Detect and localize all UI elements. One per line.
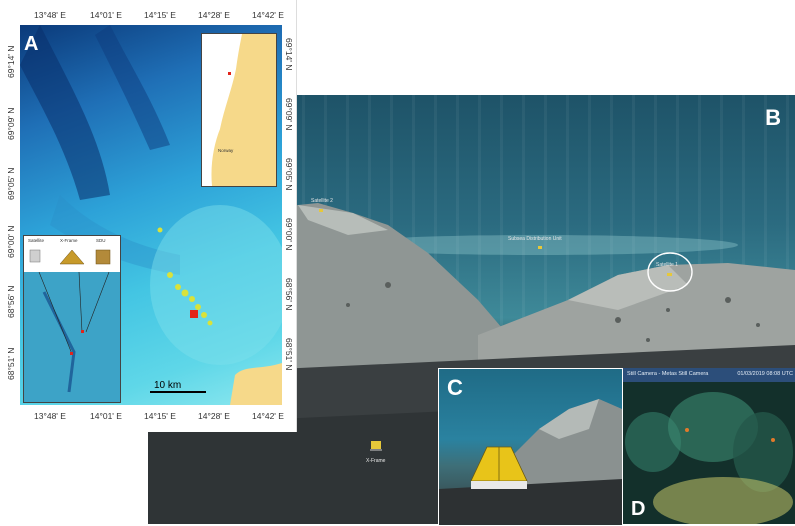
top-tick-5: 14°42' E — [252, 10, 284, 20]
scale-bar-label: 10 km — [154, 380, 182, 391]
right-tick-4: 69°00' N — [284, 218, 294, 251]
right-tick-6: 68°51' N — [284, 338, 294, 371]
top-tick-4: 14°28' E — [198, 10, 230, 20]
norway-landmass — [211, 34, 276, 186]
bathymetry-map: A Norway Satellite X-Frame SDU — [20, 25, 282, 405]
norway-inset-map: Norway — [201, 33, 277, 187]
panel-c-lander-render: C — [438, 368, 623, 526]
bottom-tick-3: 14°15' E — [144, 411, 176, 421]
label-x-frame: X-Frame — [366, 458, 386, 464]
bottom-tick-2: 14°01' E — [90, 411, 122, 421]
inset-bathymetry — [24, 272, 120, 402]
right-tick-5: 68°56' N — [284, 278, 294, 311]
right-tick-2: 69°09' N — [284, 98, 294, 131]
right-tick-3: 69°05' N — [284, 158, 294, 191]
camera-title: Still Camera - Metas Still Camera — [627, 371, 709, 377]
left-tick-4: 69°00' N — [6, 225, 16, 258]
bottom-tick-1: 13°48' E — [34, 411, 66, 421]
lander-icons-strip: Satellite X-Frame SDU — [24, 236, 120, 273]
label-satellite-1: Satellite 1 — [656, 262, 678, 268]
bathymetry-texture — [20, 25, 282, 405]
left-tick-3: 69°05' N — [6, 167, 16, 200]
lander-icons — [29, 249, 111, 265]
top-tick-3: 14°15' E — [144, 10, 176, 20]
scale-bar — [150, 391, 206, 393]
top-tick-2: 14°01' E — [90, 10, 122, 20]
left-tick-2: 69°09' N — [6, 107, 16, 140]
camera-titlebar: Still Camera - Metas Still Camera 01/03/… — [623, 368, 795, 382]
bottom-tick-5: 14°42' E — [252, 411, 284, 421]
lander-location-inset: Satellite X-Frame SDU — [23, 235, 121, 403]
camera-timestamp: 01/03/2019 08:08 UTC — [737, 371, 793, 377]
panel-a-bathymetry-map: 13°48' E 14°01' E 14°15' E 14°28' E 14°4… — [0, 0, 297, 432]
inset-label-sdu: SDU — [96, 238, 106, 243]
left-tick-1: 69°14' N — [6, 45, 16, 78]
panel-d-letter: D — [631, 498, 646, 520]
left-tick-5: 68°56' N — [6, 285, 16, 318]
panel-b-letter: B — [765, 105, 781, 130]
bottom-tick-4: 14°28' E — [198, 411, 230, 421]
label-satellite-2: Satellite 2 — [311, 198, 333, 204]
left-tick-6: 68°51' N — [6, 347, 16, 380]
coral-photo — [623, 382, 795, 524]
inset-label-satellite: Satellite — [28, 238, 45, 243]
panel-d-still-camera: Still Camera - Metas Still Camera 01/03/… — [623, 368, 795, 524]
lander-render-scene — [439, 399, 622, 525]
label-subsea-distribution-unit: Subsea Distribution Unit — [508, 236, 562, 242]
panel-a-letter: A — [24, 33, 39, 55]
panel-c-letter: C — [447, 375, 463, 400]
right-tick-1: 69°14' N — [284, 38, 294, 71]
norway-label: Norway — [218, 148, 234, 153]
top-tick-1: 13°48' E — [34, 10, 66, 20]
inset-label-x-frame: X-Frame — [60, 238, 78, 243]
